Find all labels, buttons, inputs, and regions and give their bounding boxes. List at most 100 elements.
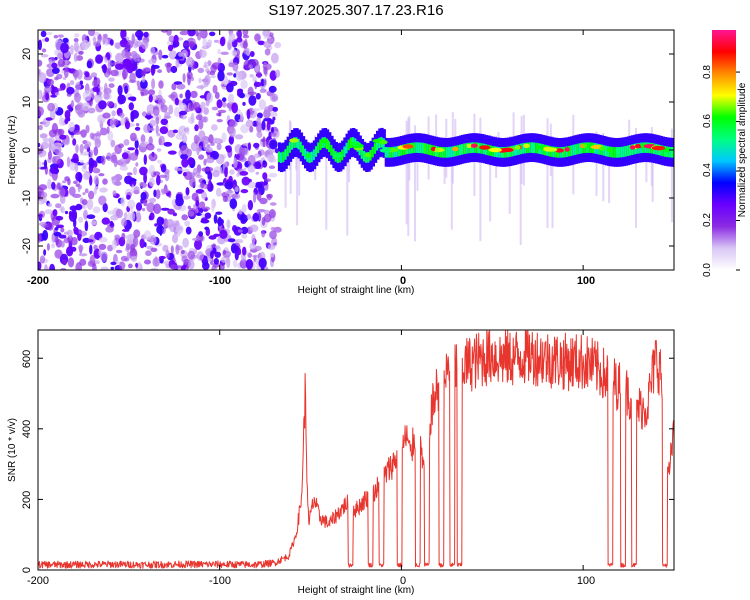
heatmap-cell (618, 147, 622, 158)
heatmap-cell (161, 54, 169, 59)
heatmap-cell (233, 226, 242, 236)
heatmap-cell (488, 147, 503, 153)
heatmap-cell (576, 143, 580, 155)
heatmap-cell (154, 223, 158, 227)
heatmap-cell (195, 200, 200, 207)
heatmap-cell (119, 162, 127, 167)
heatmap-cell (81, 199, 88, 206)
heatmap-cell (88, 30, 96, 37)
heatmap-cell (127, 199, 136, 209)
heatmap-cell (264, 48, 271, 56)
heatmap-cell (207, 170, 213, 181)
colorbar-gradient (712, 30, 736, 270)
heatmap-cell (196, 136, 200, 142)
heatmap-cell (270, 226, 276, 231)
heatmap-cell (94, 138, 102, 148)
heatmap-cell (508, 136, 511, 214)
heatmap-cell (222, 97, 227, 103)
snr-ylabel: SNR (10 * v/v) (7, 418, 18, 482)
heatmap-cell (54, 227, 59, 231)
heatmap-cell (192, 237, 201, 241)
heatmap-cell (236, 37, 243, 43)
colorbar-tick-label: 0.8 (702, 65, 713, 79)
heatmap-cell (57, 58, 66, 67)
heatmap-cell (139, 182, 147, 189)
heatmap-cell (416, 134, 419, 191)
heatmap-cell (93, 187, 97, 195)
heatmap-cell (239, 171, 249, 176)
heatmap-cell (128, 102, 134, 111)
heatmap-cell (121, 152, 129, 160)
heatmap-cell (119, 261, 126, 270)
heatmap-cell (94, 31, 100, 36)
heatmap-cell (115, 63, 124, 70)
heatmap-cell (43, 159, 48, 169)
heatmap-cell (136, 261, 142, 270)
heatmap-cell (362, 150, 367, 162)
heatmap-cell (160, 118, 169, 126)
heatmap-cell (253, 245, 262, 252)
heatmap-cell (174, 167, 183, 171)
heatmap-cell (227, 93, 234, 105)
heatmap-cell (126, 194, 131, 200)
heatmap-cell (238, 92, 245, 99)
heatmap-cell (247, 164, 256, 173)
heatmap-cell (108, 83, 115, 88)
heatmap-cell (249, 224, 259, 232)
heatmap-cell (207, 39, 213, 45)
heatmap-cell (270, 132, 277, 137)
heatmap-cell (604, 145, 609, 157)
heatmap-cell (82, 192, 86, 196)
heatmap-cell (102, 33, 106, 45)
heatmap-cell (633, 143, 637, 155)
heatmap-cell (89, 149, 94, 158)
heatmap-cell (75, 144, 79, 154)
heatmap-cell (242, 246, 247, 256)
heatmap-cell (73, 180, 78, 185)
heatmap-cell (199, 201, 206, 209)
heatmap-cell (182, 237, 190, 248)
heatmap-cell (49, 166, 59, 174)
heatmap-cell (268, 38, 275, 43)
heatmap-cell (346, 139, 349, 236)
heatmap-cell (76, 69, 83, 80)
heatmap-cell (188, 101, 194, 112)
heatmap-cell (51, 62, 58, 69)
heatmap-cell (110, 69, 119, 77)
heatmap-cell (269, 111, 278, 118)
heatmap-cell (256, 117, 261, 126)
heatmap-cell (70, 44, 74, 55)
heatmap-cell (58, 187, 66, 198)
heatmap-cell (402, 144, 414, 149)
heatmap-cell (236, 173, 240, 178)
heatmap-cell (40, 54, 49, 58)
heatmap-cell (47, 78, 54, 86)
heatmap-cell (463, 143, 467, 155)
heatmap-cell (179, 30, 189, 36)
heatmap-cell (217, 70, 225, 82)
heatmap-cell (450, 140, 453, 230)
heatmap-cell (75, 262, 82, 270)
heatmap-cell (266, 194, 272, 201)
heatmap-cell (41, 48, 47, 53)
heatmap-cell (216, 137, 220, 144)
heatmap-cell (38, 72, 47, 84)
heatmap-cell (175, 224, 184, 234)
heatmap-cell (44, 37, 50, 42)
heatmap-cell (159, 174, 168, 178)
heatmap-cell (185, 187, 190, 196)
heatmap-cell (149, 197, 156, 204)
heatmap-cell (262, 30, 271, 37)
heatmap-cell (269, 230, 277, 240)
snr-series-line (38, 330, 674, 569)
heatmap-cell (93, 244, 98, 250)
heatmap-cell (69, 205, 78, 211)
heatmap-cell (252, 254, 260, 258)
heatmap-cell (198, 118, 204, 130)
heatmap-cell (86, 60, 93, 69)
heatmap-cell (543, 147, 558, 152)
heatmap-cell (52, 209, 58, 217)
heatmap-cell (80, 129, 87, 138)
heatmap-cell (564, 147, 570, 152)
heatmap-cell (51, 234, 55, 244)
